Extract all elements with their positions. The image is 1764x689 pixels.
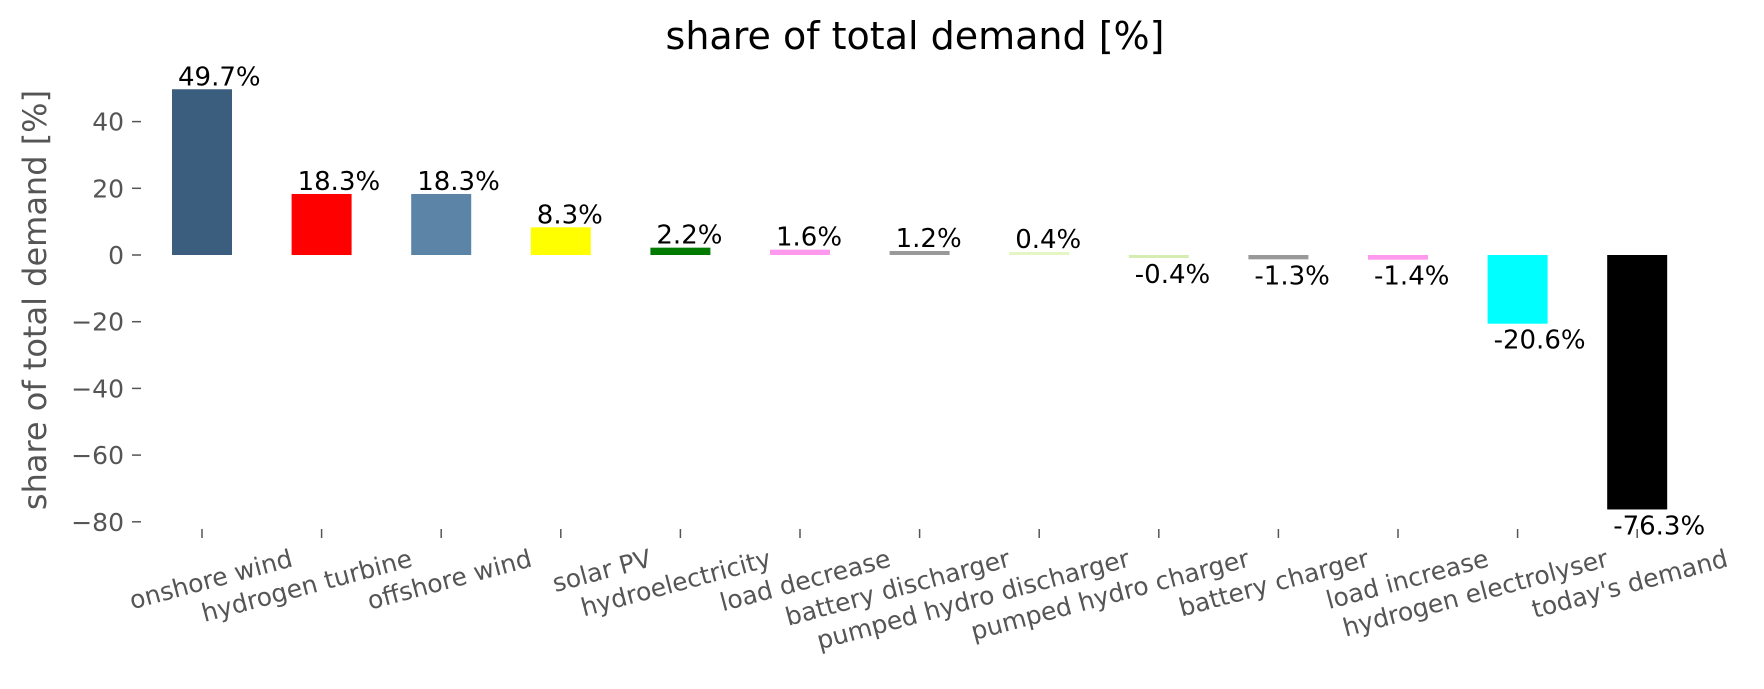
bar xyxy=(172,89,232,255)
data-label: 1.6% xyxy=(776,223,842,253)
data-label: 8.3% xyxy=(537,200,603,230)
data-label: 0.4% xyxy=(1015,225,1081,255)
data-label: 1.2% xyxy=(896,224,962,254)
data-label: -76.3% xyxy=(1613,511,1705,541)
data-labels: 49.7% 18.3% 18.3% 8.3% 2.2% 1.6% 1.2% 0.4% -0.4%… xyxy=(178,62,1705,541)
data-label: -1.3% xyxy=(1254,261,1329,291)
bar xyxy=(530,227,591,255)
y-axis: 40 20 0 −20 −40 −60 −80 xyxy=(71,108,141,537)
y-tick-label: 40 xyxy=(92,108,124,137)
bar xyxy=(1607,255,1668,510)
chart-title: share of total demand [%] xyxy=(666,14,1165,58)
bar xyxy=(650,247,711,255)
bars xyxy=(172,89,1668,510)
bar xyxy=(889,250,950,255)
bar xyxy=(1487,255,1548,324)
y-tick-label: −40 xyxy=(71,374,124,403)
y-tick-label: 20 xyxy=(92,174,124,203)
bar xyxy=(1248,255,1309,260)
data-label: 49.7% xyxy=(178,62,261,92)
y-axis-label: share of total demand [%] xyxy=(16,90,54,510)
y-tick-label: −60 xyxy=(71,441,124,470)
data-label: -1.4% xyxy=(1374,262,1449,292)
data-label: 18.3% xyxy=(298,167,381,197)
y-tick-label: −80 xyxy=(71,508,124,537)
bar xyxy=(291,193,352,255)
data-label: 18.3% xyxy=(417,167,500,197)
data-label: -20.6% xyxy=(1494,326,1586,356)
bar xyxy=(1128,255,1189,258)
y-tick-label: 0 xyxy=(108,241,124,270)
bar xyxy=(770,249,830,255)
bar xyxy=(411,193,472,255)
data-label: 2.2% xyxy=(656,221,722,251)
bar xyxy=(1368,255,1428,260)
data-label: -0.4% xyxy=(1135,260,1210,290)
y-tick-label: −20 xyxy=(71,308,124,337)
bar xyxy=(1009,252,1070,255)
